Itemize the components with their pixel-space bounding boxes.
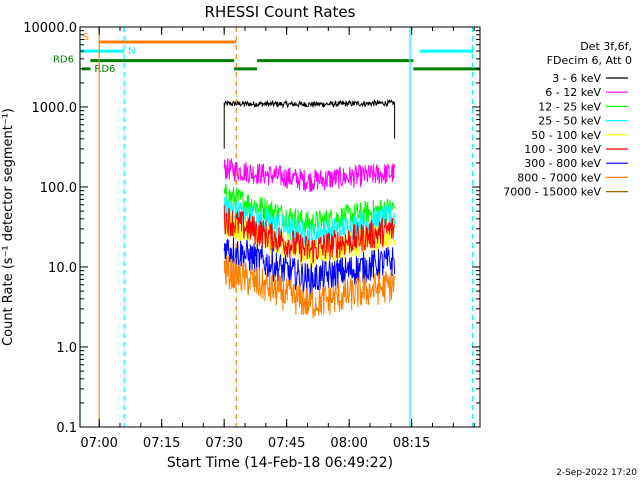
chart-title: RHESSI Count Rates	[205, 3, 356, 21]
x-tick-label: 07:15	[143, 436, 180, 451]
x-axis: 07:00 07:15 07:30 07:45 08:00 08:15	[80, 27, 475, 451]
y-tick-label: 1000.0	[32, 101, 78, 116]
x-tick-label: 07:45	[268, 436, 305, 451]
x-tick-label: 08:15	[393, 436, 430, 451]
legend-entry: 6 - 12 keV	[545, 86, 601, 99]
legend-entry: 25 - 50 keV	[538, 115, 601, 128]
x-tick-label: 07:00	[80, 436, 117, 451]
series-line	[223, 98, 396, 149]
series-lines	[223, 98, 396, 318]
legend-entry: 12 - 25 keV	[538, 100, 601, 113]
y-tick-label: 100.0	[40, 181, 77, 196]
flag-bar-label: S	[83, 32, 89, 43]
legend-entry: 3 - 6 keV	[552, 72, 601, 85]
legend-entry: 7000 - 15000 keV	[503, 186, 601, 199]
x-tick-label: 08:00	[330, 436, 367, 451]
flag-bar-label: RD6	[94, 64, 115, 75]
legend-entry: 100 - 300 keV	[524, 143, 601, 156]
legend-header-2: FDecim 6, Att 0	[547, 54, 632, 67]
legend-entry: 800 - 7000 keV	[517, 171, 601, 184]
plot-frame	[79, 26, 481, 428]
legend-entry: 300 - 800 keV	[524, 157, 601, 170]
series-line	[223, 204, 396, 264]
flag-bars: S N RD6 RD6	[53, 32, 480, 75]
x-axis-label: Start Time (14-Feb-18 06:49:22)	[167, 455, 393, 471]
series-line	[223, 157, 396, 192]
flag-bar-label: RD6	[53, 55, 74, 66]
legend-header-1: Det 3f,6f,	[580, 40, 632, 53]
flag-bar-label: N	[128, 46, 135, 57]
y-tick-label: 10000.0	[23, 21, 77, 36]
y-axis: 0.1 1.0 10.0 100.0 1000.0 10000.0	[23, 21, 480, 436]
legend-entry: 50 - 100 keV	[531, 129, 601, 142]
y-tick-label: 1.0	[56, 341, 77, 356]
y-tick-label: 0.1	[56, 421, 77, 436]
y-axis-label: Count Rate (s⁻¹ detector segment⁻¹)	[1, 108, 16, 346]
x-tick-label: 07:30	[205, 436, 242, 451]
series-line	[223, 255, 396, 318]
footer-timestamp: 2-Sep-2022 17:20	[556, 468, 637, 478]
y-tick-label: 10.0	[48, 261, 77, 276]
